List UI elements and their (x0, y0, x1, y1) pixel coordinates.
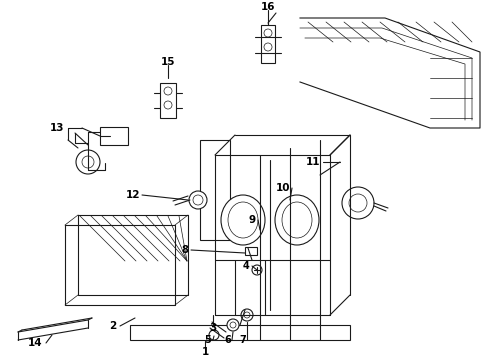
Circle shape (252, 265, 262, 275)
Bar (200, 140, 230, 240)
Bar (130, 325, 350, 340)
Text: 14: 14 (28, 338, 42, 348)
Ellipse shape (221, 195, 265, 245)
Circle shape (241, 309, 253, 321)
Bar (261, 25, 275, 63)
Circle shape (76, 150, 100, 174)
Text: 10: 10 (276, 183, 290, 193)
Text: 12: 12 (126, 190, 140, 200)
Text: 9: 9 (248, 215, 256, 225)
Text: 13: 13 (50, 123, 64, 133)
Text: 7: 7 (240, 335, 246, 345)
Text: 15: 15 (161, 57, 175, 67)
Text: 3: 3 (209, 323, 217, 333)
Bar (160, 83, 176, 118)
Text: 4: 4 (243, 261, 249, 271)
Circle shape (189, 191, 207, 209)
Text: 16: 16 (261, 2, 275, 12)
Text: 1: 1 (201, 347, 209, 357)
Text: 2: 2 (109, 321, 117, 331)
Bar (245, 247, 257, 255)
Text: 6: 6 (224, 335, 231, 345)
Bar (100, 127, 128, 145)
Text: 11: 11 (306, 157, 320, 167)
Circle shape (342, 187, 374, 219)
Circle shape (209, 330, 219, 340)
Text: 8: 8 (182, 245, 189, 255)
Ellipse shape (275, 195, 319, 245)
Circle shape (227, 319, 239, 331)
Text: 5: 5 (205, 335, 211, 345)
